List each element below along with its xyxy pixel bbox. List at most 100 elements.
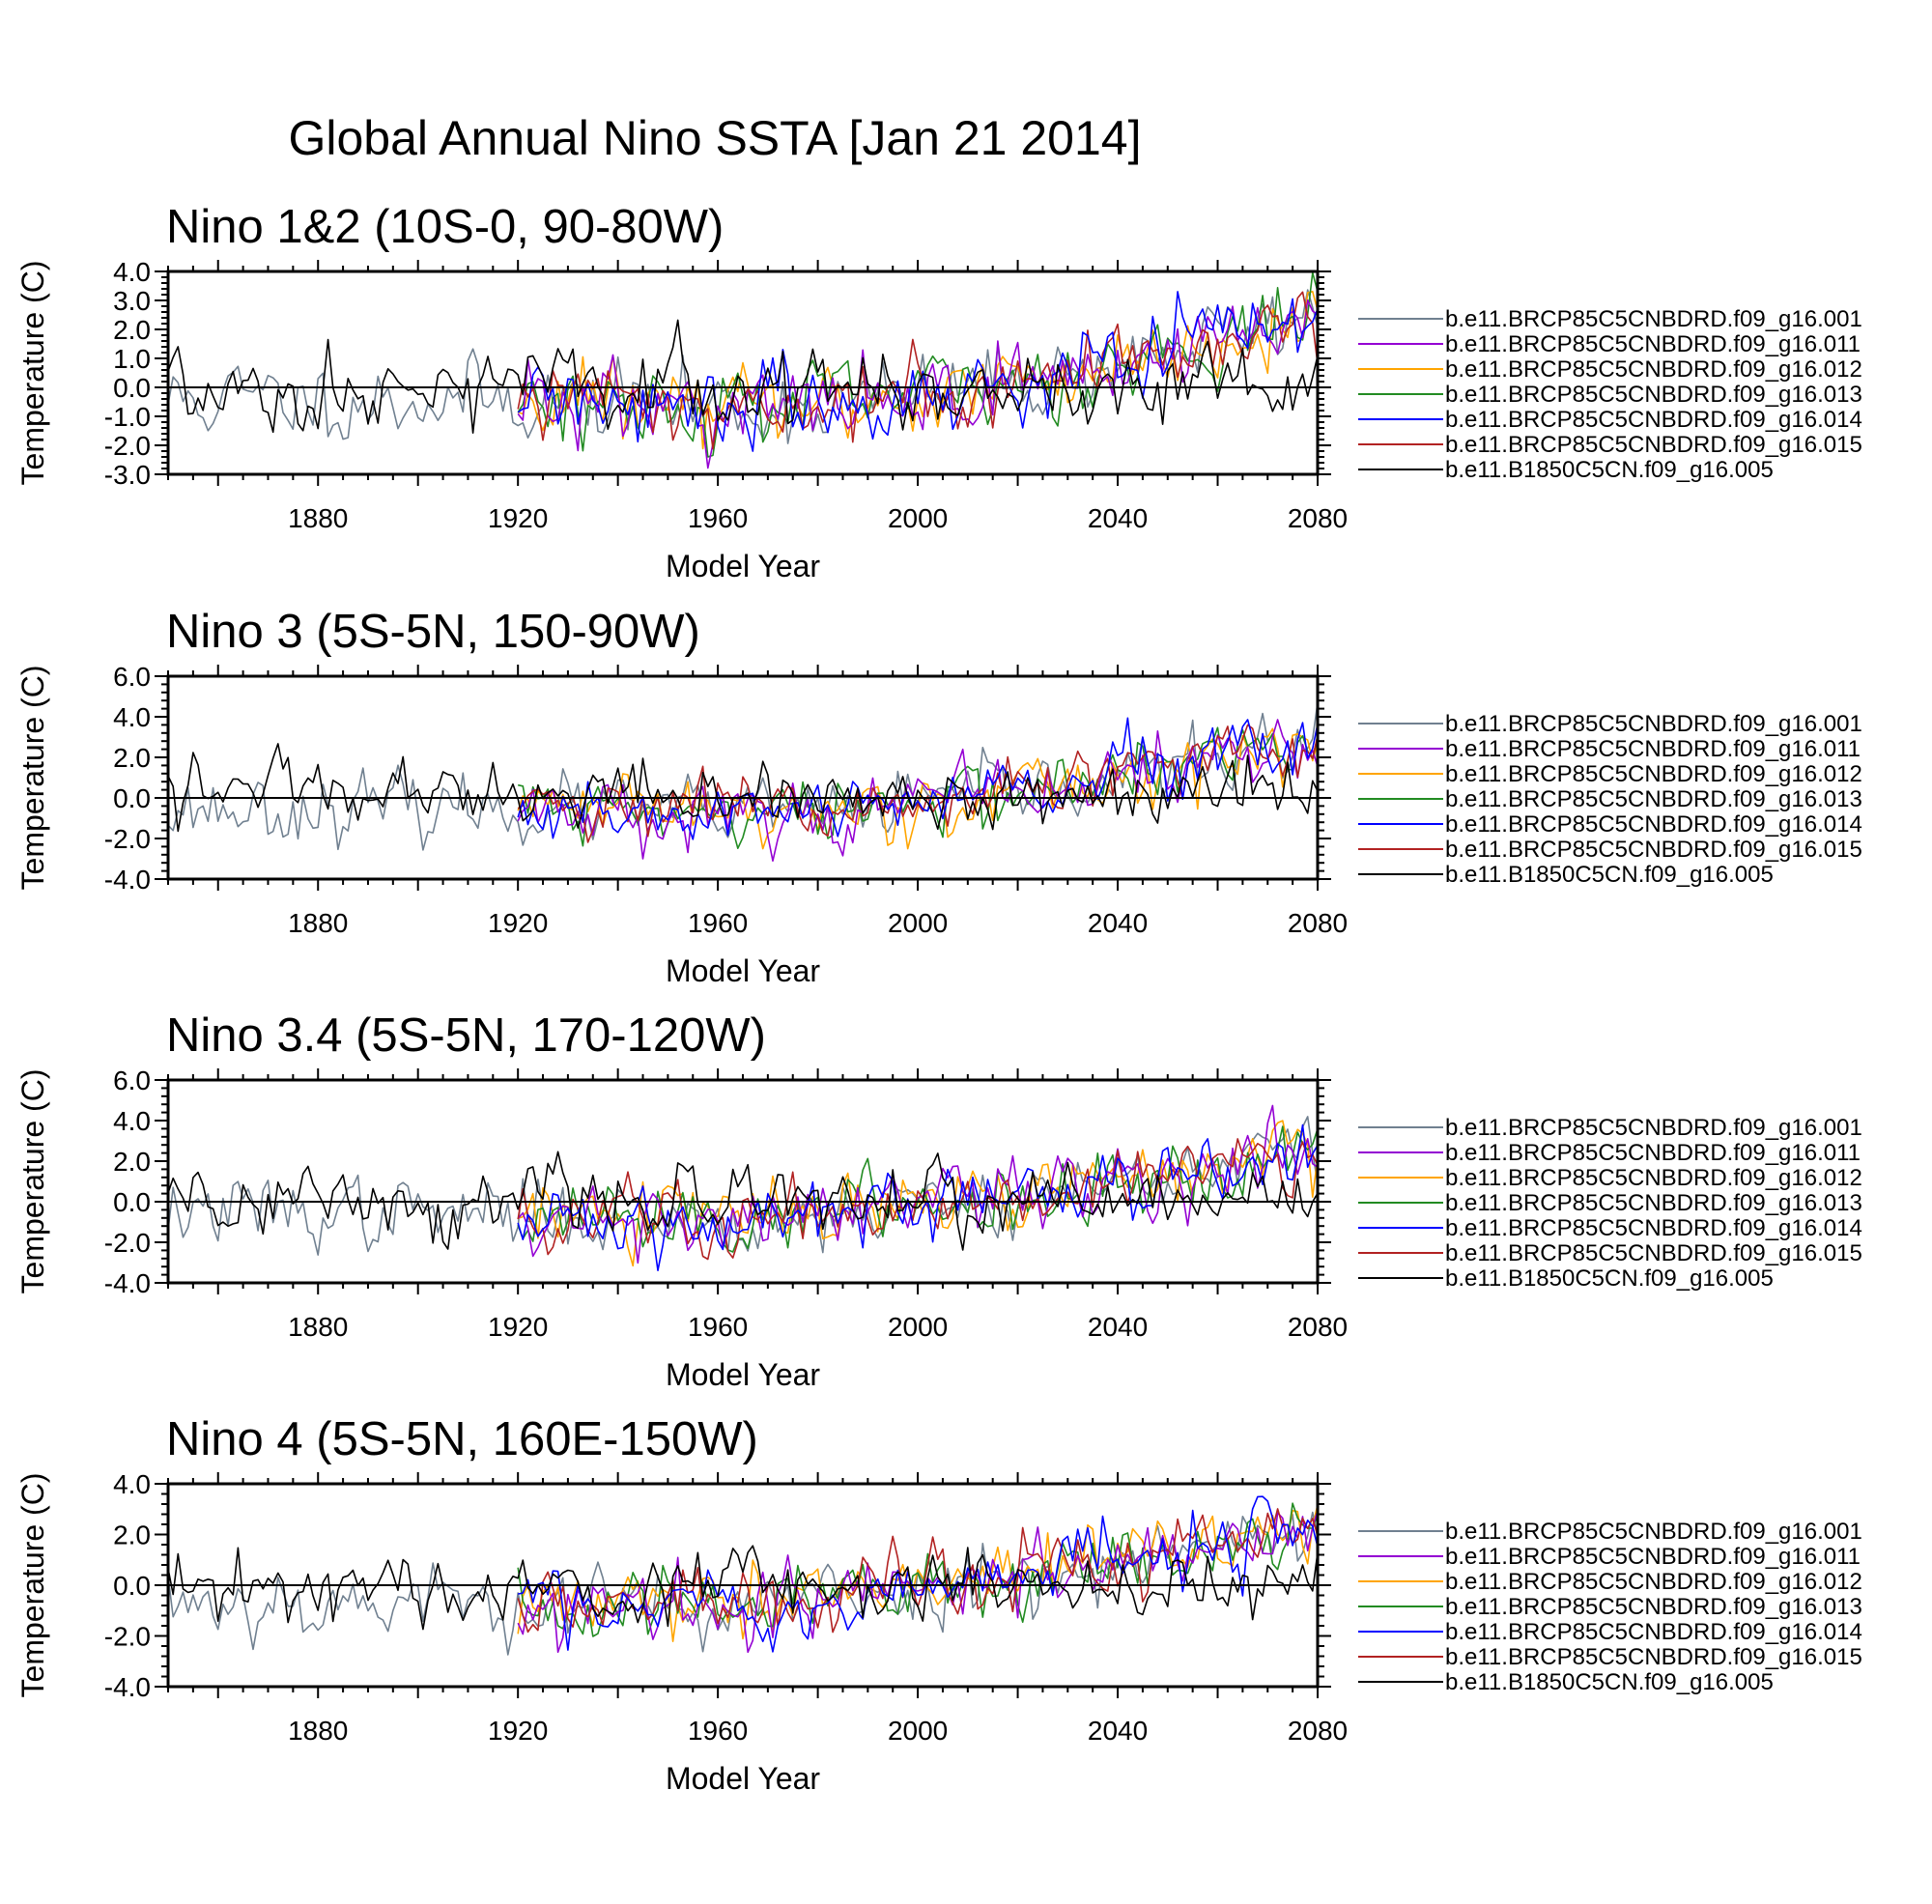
x-tick-label: 2080 [1288, 908, 1348, 938]
legend-label: b.e11.BRCP85C5CNBDRD.f09_g16.013 [1445, 1190, 1862, 1216]
y-axis-label: Temperature (C) [15, 261, 50, 486]
legend-label: b.e11.B1850C5CN.f09_g16.005 [1445, 862, 1774, 888]
series-line-7 [168, 743, 1318, 833]
x-tick-label: 1920 [488, 503, 548, 533]
series-line-5 [517, 1123, 1318, 1271]
x-tick-label: 2080 [1288, 1312, 1348, 1342]
legend-label: b.e11.BRCP85C5CNBDRD.f09_g16.012 [1445, 761, 1862, 787]
series-line-7 [168, 319, 1318, 434]
y-tick-label: 4.0 [113, 1469, 151, 1499]
y-tick-label: 0.0 [113, 373, 151, 403]
y-tick-label: 1.0 [113, 344, 151, 374]
y-tick-label: 2.0 [113, 315, 151, 345]
panel-title: Nino 1&2 (10S-0, 90-80W) [166, 201, 724, 253]
panel-title: Nino 4 (5S-5N, 160E-150W) [166, 1413, 758, 1465]
y-tick-label: 2.0 [113, 743, 151, 773]
y-tick-label: 0.0 [113, 1187, 151, 1217]
y-tick-label: 2.0 [113, 1520, 151, 1550]
panel-4: Nino 4 (5S-5N, 160E-150W) 1880 1920 1960 200… [15, 1413, 1862, 1796]
x-tick-label: 2040 [1088, 908, 1148, 938]
legend-label: b.e11.B1850C5CN.f09_g16.005 [1445, 1265, 1774, 1292]
legend-label: b.e11.BRCP85C5CNBDRD.f09_g16.014 [1445, 407, 1862, 433]
legend-label: b.e11.B1850C5CN.f09_g16.005 [1445, 457, 1774, 483]
y-axis-label: Temperature (C) [15, 666, 50, 891]
y-tick-label: 6.0 [113, 1066, 151, 1095]
legend-label: b.e11.BRCP85C5CNBDRD.f09_g16.014 [1445, 811, 1862, 838]
legend: b.e11.BRCP85C5CNBDRD.f09_g16.001 b.e11.BR… [1358, 306, 1862, 483]
x-tick-label: 2080 [1288, 1716, 1348, 1746]
x-tick-label: 2040 [1088, 1716, 1148, 1746]
y-tick-label: 2.0 [113, 1147, 151, 1177]
y-tick-label: 4.0 [113, 1106, 151, 1136]
x-tick-label: 2040 [1088, 1312, 1148, 1342]
y-tick-label: 4.0 [113, 702, 151, 732]
series-line-7 [168, 1545, 1318, 1631]
legend-label: b.e11.BRCP85C5CNBDRD.f09_g16.015 [1445, 1644, 1862, 1670]
legend-label: b.e11.BRCP85C5CNBDRD.f09_g16.013 [1445, 1594, 1862, 1620]
series-line-5 [517, 291, 1318, 452]
series-line-4 [517, 271, 1318, 458]
x-tick-label: 1960 [688, 1716, 748, 1746]
y-axis-label: Temperature (C) [15, 1473, 50, 1698]
y-tick-label: 0.0 [113, 783, 151, 813]
legend-label: b.e11.BRCP85C5CNBDRD.f09_g16.013 [1445, 786, 1862, 812]
x-tick-label: 2000 [888, 503, 948, 533]
series-line-1 [168, 702, 1318, 851]
legend-label: b.e11.B1850C5CN.f09_g16.005 [1445, 1669, 1774, 1695]
legend-label: b.e11.BRCP85C5CNBDRD.f09_g16.014 [1445, 1215, 1862, 1241]
x-tick-label: 1920 [488, 1312, 548, 1342]
y-tick-label: -1.0 [104, 402, 151, 432]
x-tick-label: 1960 [688, 503, 748, 533]
x-tick-label: 1880 [288, 1716, 348, 1746]
x-axis-label: Model Year [666, 953, 820, 988]
panel-title: Nino 3 (5S-5N, 150-90W) [166, 606, 700, 658]
panel-title: Nino 3.4 (5S-5N, 170-120W) [166, 1009, 766, 1062]
legend: b.e11.BRCP85C5CNBDRD.f09_g16.001b.e11.BR… [1358, 1115, 1862, 1292]
y-tick-label: -2.0 [104, 431, 151, 461]
legend: b.e11.BRCP85C5CNBDRD.f09_g16.001b.e11.BR… [1358, 1519, 1862, 1695]
series-group [168, 1495, 1318, 1656]
y-tick-label: 3.0 [113, 286, 151, 316]
x-tick-label: 2040 [1088, 503, 1148, 533]
legend-label: b.e11.BRCP85C5CNBDRD.f09_g16.011 [1445, 1544, 1861, 1570]
y-tick-label: 6.0 [113, 662, 151, 692]
x-tick-label: 2080 [1288, 503, 1348, 533]
legend-label: b.e11.BRCP85C5CNBDRD.f09_g16.001 [1445, 306, 1862, 332]
x-axis-label: Model Year [666, 1357, 820, 1392]
series-line-2 [517, 1104, 1318, 1265]
x-axis-label: Model Year [666, 1761, 820, 1796]
legend-label: b.e11.BRCP85C5CNBDRD.f09_g16.015 [1445, 432, 1862, 458]
legend-label: b.e11.BRCP85C5CNBDRD.f09_g16.014 [1445, 1619, 1862, 1645]
series-group [168, 1104, 1318, 1271]
legend-label: b.e11.BRCP85C5CNBDRD.f09_g16.011 [1445, 1140, 1861, 1166]
legend-label: b.e11.BRCP85C5CNBDRD.f09_g16.012 [1445, 1569, 1862, 1595]
y-tick-label: -4.0 [104, 1672, 151, 1702]
y-tick-label: 4.0 [113, 257, 151, 287]
x-tick-label: 2000 [888, 1716, 948, 1746]
y-tick-label: -2.0 [104, 1622, 151, 1652]
legend: b.e11.BRCP85C5CNBDRD.f09_g16.001b.e11.BR… [1358, 711, 1862, 888]
x-axis-label: Model Year [666, 549, 820, 583]
y-tick-label: -4.0 [104, 865, 151, 895]
legend-label: b.e11.BRCP85C5CNBDRD.f09_g16.001 [1445, 1115, 1862, 1141]
x-tick-label: 2000 [888, 1312, 948, 1342]
y-tick-label: 0.0 [113, 1571, 151, 1601]
x-tick-label: 1960 [688, 1312, 748, 1342]
series-line-5 [517, 717, 1318, 840]
y-axis-label: Temperature (C) [15, 1069, 50, 1294]
y-tick-label: -2.0 [104, 824, 151, 854]
panels: Nino 1&2 (10S-0, 90-80W) 1880 1920 1960 2000… [15, 201, 1862, 1796]
y-tick-label: -4.0 [104, 1268, 151, 1298]
panel-2: Nino 3 (5S-5N, 150-90W) 1880 1920 1960 2000 2… [15, 606, 1862, 988]
series-group [168, 271, 1318, 469]
legend-label: b.e11.BRCP85C5CNBDRD.f09_g16.011 [1445, 736, 1861, 762]
x-tick-label: 1960 [688, 908, 748, 938]
legend-label: b.e11.BRCP85C5CNBDRD.f09_g16.015 [1445, 837, 1862, 863]
panel-3: Nino 3.4 (5S-5N, 170-120W) 1880 1920 1960 20… [15, 1009, 1862, 1392]
panel-1: Nino 1&2 (10S-0, 90-80W) 1880 1920 1960 2000… [15, 201, 1862, 583]
x-tick-label: 1920 [488, 908, 548, 938]
series-line-6 [517, 291, 1318, 450]
legend-label: b.e11.BRCP85C5CNBDRD.f09_g16.015 [1445, 1240, 1862, 1266]
y-tick-label: -3.0 [104, 460, 151, 490]
